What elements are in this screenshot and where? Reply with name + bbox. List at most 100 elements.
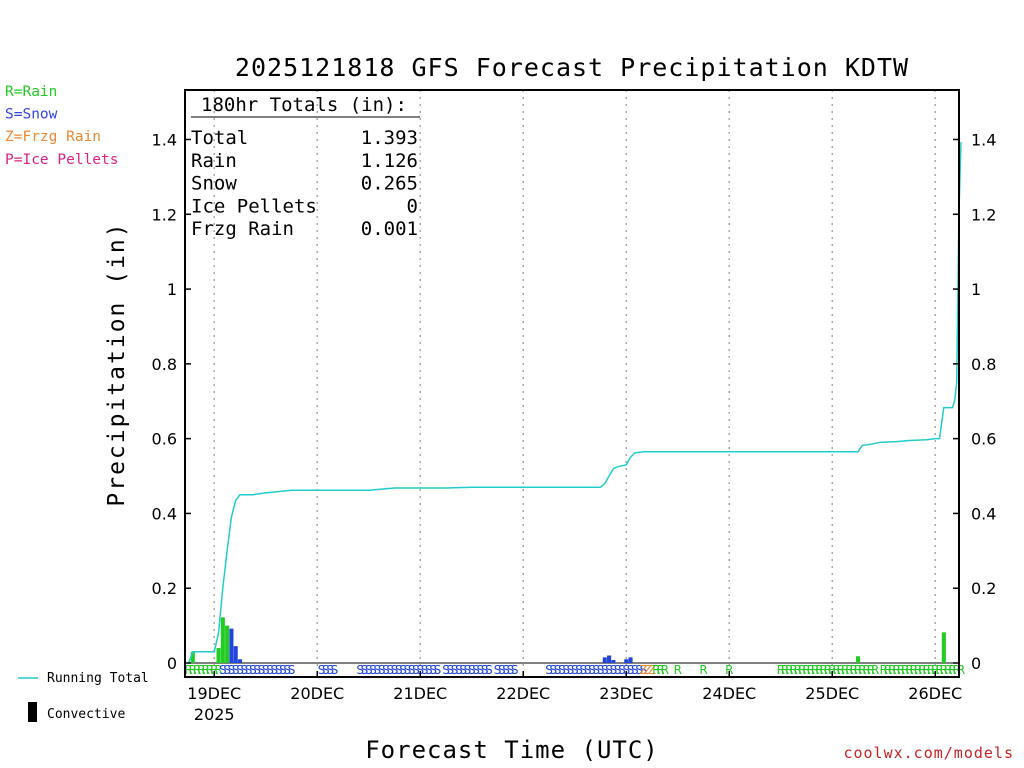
- precip-bars: [190, 617, 946, 663]
- ptype-letter: S: [442, 663, 450, 677]
- ptype-legend-item: S=Snow: [5, 107, 58, 123]
- ptype-letter: S: [391, 663, 399, 677]
- ptype-letter: S: [545, 663, 553, 677]
- totals-row-value: 0.001: [361, 218, 418, 240]
- ptype-letter: R: [811, 663, 819, 677]
- ptype-letter: S: [631, 663, 639, 677]
- ptype-letter: R: [931, 663, 939, 677]
- ptype-letter: S: [605, 663, 613, 677]
- ptype-letter: R: [880, 663, 888, 677]
- ptype-letter: S: [588, 663, 596, 677]
- ptype-letter: S: [245, 663, 253, 677]
- ptype-letter: R: [206, 663, 214, 677]
- ptype-letter: S: [472, 663, 480, 677]
- y-tick-label: 0: [167, 654, 177, 673]
- ptype-letter: S: [575, 663, 583, 677]
- bottom-legend: Running Total Convective: [18, 671, 149, 722]
- y-axis-label: Precipitation (in): [104, 221, 130, 506]
- ptype-letter: S: [275, 663, 283, 677]
- ptype-letter: S: [640, 663, 648, 677]
- y-axis-right: 0 0.2 0.4 0.6 0.8 1 1.2 1.4: [953, 131, 996, 673]
- totals-row-label: Total: [191, 127, 248, 149]
- ptype-letter: S: [571, 663, 579, 677]
- ptype-letter: S: [408, 663, 416, 677]
- ptype-letter: S: [223, 663, 231, 677]
- ptype-letter: R: [918, 663, 926, 677]
- ptype-letter: R: [914, 663, 922, 677]
- precip-bar: [225, 625, 230, 663]
- ptype-letter: S: [481, 663, 489, 677]
- ptype-letter: R: [892, 663, 900, 677]
- ptype-letter: S: [232, 663, 240, 677]
- ptype-letter: S: [228, 663, 236, 677]
- ptype-letter: S: [580, 663, 588, 677]
- ptype-letter: S: [288, 663, 296, 677]
- y-tick-label: 0.6: [152, 430, 177, 449]
- ptype-letter: S: [326, 663, 334, 677]
- ptype-letter: R: [854, 663, 862, 677]
- totals-rows: Total 1.393 Rain 1.126 Snow 0.265 Ice Pellets 0…: [191, 127, 418, 240]
- totals-row-value: 0.265: [361, 173, 418, 195]
- y-tick-label: 1.2: [971, 205, 996, 224]
- ptype-letter: S: [404, 663, 412, 677]
- totals-row-value: 1.393: [361, 127, 418, 149]
- ptype-letter: R: [781, 663, 789, 677]
- totals-row-label: Snow: [191, 173, 237, 195]
- ptype-letter: R: [197, 663, 205, 677]
- ptype-letter: R: [189, 663, 197, 677]
- ptype-legend-item: R=Rain: [5, 84, 57, 100]
- x-tick-label: 25DEC: [805, 684, 859, 703]
- x-tick-label: 19DEC: [187, 684, 241, 703]
- ptype-letter: R: [957, 663, 965, 677]
- x-tick-label: 26DEC: [908, 684, 962, 703]
- totals-row-label: Frzg Rain: [191, 218, 294, 240]
- x-axis: 19DEC 2025 20DEC 21DEC 22DEC 23DEC 24DEC 25DEC 2…: [187, 671, 962, 724]
- x-tick-sublabel: 2025: [194, 705, 235, 724]
- precip-bar: [229, 628, 234, 663]
- ptype-letter: S: [382, 663, 390, 677]
- ptype-letter: R: [841, 663, 849, 677]
- precip-bar: [190, 651, 195, 663]
- precip-bar: [624, 659, 629, 663]
- y-tick-label: 1.4: [971, 131, 996, 150]
- ptype-letter: S: [468, 663, 476, 677]
- x-tick-label: 21DEC: [393, 684, 447, 703]
- ptype-letter: S: [635, 663, 643, 677]
- ptype-letter: S: [369, 663, 377, 677]
- ptype-letter: S: [416, 663, 424, 677]
- ptype-legend-item: P=Ice Pellets: [5, 152, 119, 168]
- ptype-letter: S: [279, 663, 287, 677]
- ptype-letter: S: [502, 663, 510, 677]
- ptype-letter: S: [459, 663, 467, 677]
- ptype-letter: S: [249, 663, 257, 677]
- ptype-letter: S: [374, 663, 382, 677]
- convective-legend-label: Convective: [47, 707, 125, 722]
- ptype-letter: S: [562, 663, 570, 677]
- ptype-letter: S: [421, 663, 429, 677]
- y-tick-label: 0: [971, 654, 981, 673]
- ptype-letter: R: [944, 663, 952, 677]
- y-tick-label: 1: [167, 280, 177, 299]
- ptype-letter: R: [184, 663, 192, 677]
- ptype-letter: R: [850, 663, 858, 677]
- ptype-letter: S: [451, 663, 459, 677]
- ptype-letter: S: [258, 663, 266, 677]
- ptype-letter: R: [922, 663, 930, 677]
- ptype-letter: S: [253, 663, 261, 677]
- ptype-letter: S: [610, 663, 618, 677]
- ptype-letter: R: [948, 663, 956, 677]
- ptype-letter: S: [464, 663, 472, 677]
- ptype-letter: R: [901, 663, 909, 677]
- site-credit[interactable]: coolwx.com/models: [843, 744, 1014, 762]
- ptype-letter: R: [214, 663, 222, 677]
- x-tick-label: 20DEC: [290, 684, 344, 703]
- ptype-letter: R: [940, 663, 948, 677]
- ptype-letter: S: [322, 663, 330, 677]
- ptype-letter: S: [584, 663, 592, 677]
- y-tick-label: 0.2: [152, 579, 177, 598]
- ptype-letter: S: [395, 663, 403, 677]
- ptype-letter: S: [429, 663, 437, 677]
- x-axis-label: Forecast Time (UTC): [365, 736, 659, 764]
